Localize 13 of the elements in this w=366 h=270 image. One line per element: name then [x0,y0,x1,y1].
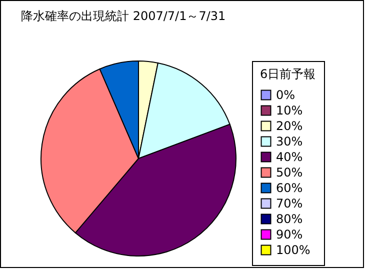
legend-label: 50% [276,166,303,180]
legend-label: 20% [276,119,303,133]
legend-label: 70% [276,196,303,210]
legend-label: 30% [276,134,303,148]
chart-title: 降水確率の出現統計 2007/7/1～7/31 [21,9,226,23]
legend-label: 100% [276,243,310,257]
legend-label: 90% [276,228,303,242]
legend-label: 80% [276,212,303,226]
legend-label: 10% [276,104,303,118]
legend-label: 40% [276,150,303,164]
legend-label: 60% [276,181,303,195]
legend-label: 0% [276,88,296,102]
legend-title: 6日前予報 [260,67,316,81]
